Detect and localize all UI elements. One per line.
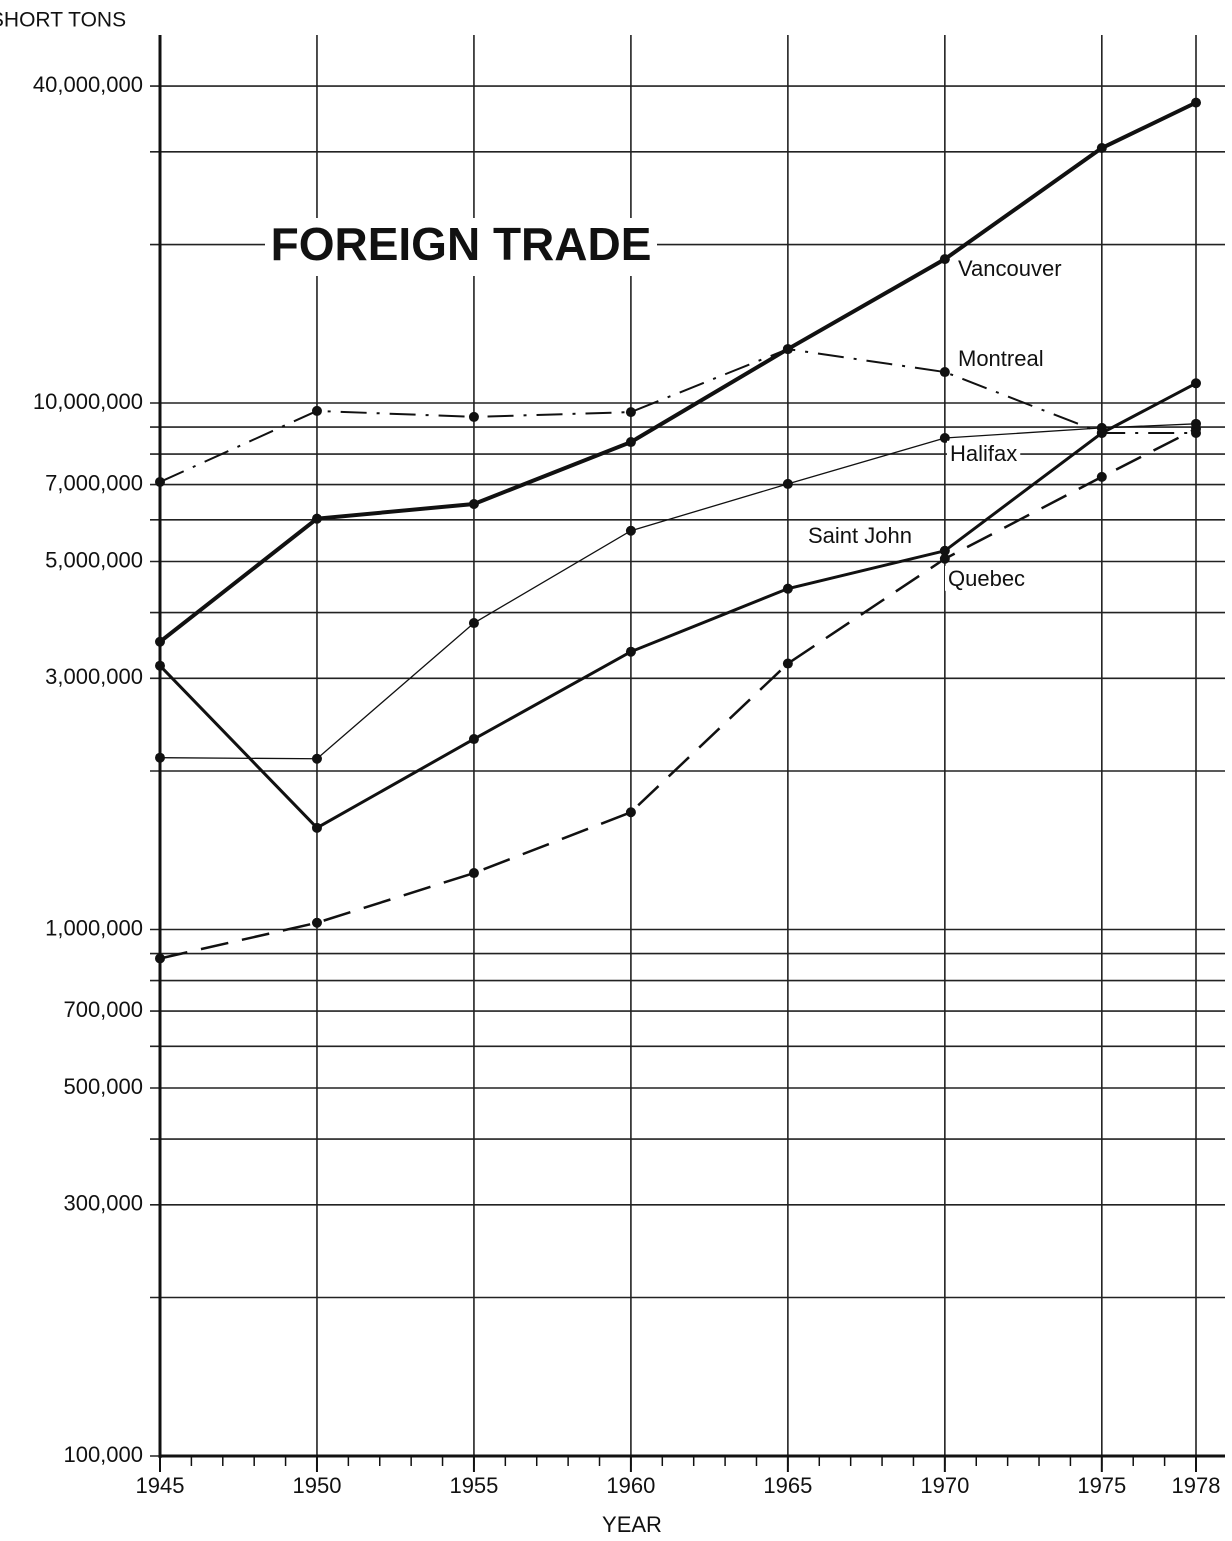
y-tick-label: 40,000,000	[33, 72, 143, 97]
y-tick-label: 1,000,000	[45, 915, 143, 940]
series-label: Halifax	[950, 441, 1017, 466]
title-background	[265, 218, 657, 276]
x-tick-label: 1965	[763, 1473, 812, 1498]
data-point	[625, 807, 636, 818]
data-point	[155, 660, 165, 671]
data-point	[939, 553, 950, 564]
data-point	[782, 658, 793, 669]
data-point	[625, 407, 636, 418]
data-point	[782, 478, 793, 489]
data-point	[155, 752, 165, 763]
series-label-background	[955, 345, 1047, 371]
data-point	[939, 367, 950, 378]
x-tick-label: 1960	[606, 1473, 655, 1498]
x-tick-label: 1970	[920, 1473, 969, 1498]
series-line	[159, 423, 1197, 760]
data-point	[939, 433, 950, 444]
x-tick-label: 1950	[292, 1473, 341, 1498]
x-tick-label: 1945	[136, 1473, 185, 1498]
data-point	[155, 476, 165, 487]
x-tick-label: 1955	[449, 1473, 498, 1498]
series-label: Saint John	[808, 523, 912, 548]
series-label-background	[947, 440, 1021, 466]
y-tick-label: 10,000,000	[33, 389, 143, 414]
data-point	[155, 953, 165, 964]
series-label-background	[945, 565, 1029, 591]
series-line	[159, 348, 1196, 483]
data-point	[1096, 428, 1107, 439]
y-tick-label: 700,000	[63, 997, 143, 1022]
chart-title: FOREIGN TRADE	[271, 218, 652, 270]
series-label: Vancouver	[958, 256, 1062, 281]
data-point	[311, 513, 322, 524]
series-label-background	[955, 255, 1065, 281]
y-tick-label: 500,000	[63, 1074, 143, 1099]
data-point	[311, 822, 322, 833]
data-point	[1096, 471, 1107, 482]
data-point	[1191, 423, 1201, 434]
data-point	[782, 583, 793, 594]
data-point	[468, 498, 479, 509]
y-tick-label: 100,000	[63, 1442, 143, 1467]
data-point	[782, 344, 793, 355]
data-point	[468, 868, 479, 879]
series-label-background	[805, 522, 915, 548]
data-point	[468, 618, 479, 629]
series-label: Montreal	[958, 346, 1044, 371]
x-tick-label: 1978	[1172, 1473, 1221, 1498]
data-point	[155, 636, 165, 647]
data-point	[468, 734, 479, 745]
y-tick-label: 300,000	[63, 1191, 143, 1216]
data-point	[939, 254, 950, 265]
series-line	[159, 427, 1197, 960]
y-tick-label: 3,000,000	[45, 664, 143, 689]
y-tick-label: 5,000,000	[45, 547, 143, 572]
data-point	[311, 753, 322, 764]
data-point	[625, 525, 636, 536]
data-point	[311, 917, 322, 928]
series-line	[158, 100, 1197, 644]
data-point	[468, 411, 479, 422]
data-point	[625, 646, 636, 657]
x-axis-label: YEAR	[602, 1512, 662, 1537]
data-point	[1191, 378, 1201, 389]
data-point	[1191, 97, 1201, 108]
data-point	[1096, 143, 1107, 154]
data-point	[939, 545, 950, 556]
y-tick-label: 7,000,000	[45, 470, 143, 495]
series-line	[158, 381, 1197, 830]
x-tick-label: 1975	[1077, 1473, 1126, 1498]
data-point	[625, 437, 636, 448]
data-point	[311, 405, 322, 416]
series-label: Quebec	[948, 566, 1025, 591]
y-axis-label: SHORT TONS	[0, 9, 126, 32]
